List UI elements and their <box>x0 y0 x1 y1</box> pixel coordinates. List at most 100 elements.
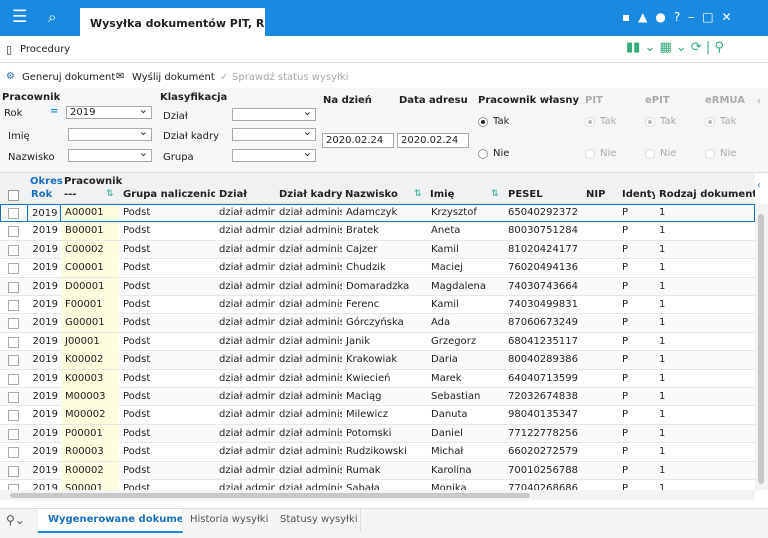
table-row[interactable] <box>0 222 755 241</box>
procedures-menu[interactable]: Procedury <box>20 44 71 55</box>
sort-icon[interactable]: ⇅ <box>414 189 422 199</box>
table-cell: Rumak <box>346 464 381 476</box>
send-button[interactable]: Wyślij dokument <box>132 72 215 83</box>
first-name-select[interactable] <box>68 125 152 141</box>
checkbox[interactable] <box>8 300 19 311</box>
last-name-select[interactable] <box>68 146 152 162</box>
group-select[interactable] <box>232 146 316 162</box>
date-value: 2020.02.24 <box>326 135 384 146</box>
bottom-tab[interactable]: Wygenerowane dokumenty <box>38 509 202 533</box>
checkbox[interactable] <box>8 336 19 348</box>
checkbox[interactable] <box>8 281 19 293</box>
radio-label: Nie <box>493 148 510 159</box>
table-cell: Podst <box>123 317 151 329</box>
radio-button[interactable] <box>705 117 715 127</box>
checkbox[interactable] <box>8 263 19 275</box>
department-select[interactable] <box>232 105 316 121</box>
sort-icon[interactable]: ⇅ <box>491 189 499 199</box>
filter-label: Dział <box>163 111 188 122</box>
table-row[interactable] <box>0 388 755 407</box>
checkbox[interactable] <box>8 410 19 422</box>
table-cell: 64040713599 <box>508 372 578 384</box>
table-cell: P <box>622 464 629 476</box>
column-header[interactable]: Imię <box>430 189 455 200</box>
horizontal-scrollbar[interactable] <box>0 490 755 500</box>
table-cell: 77040268686 <box>508 483 578 494</box>
menu-button[interactable]: ☰ <box>12 7 28 27</box>
checkbox[interactable] <box>8 428 19 440</box>
tab[interactable]: Wysyłka dokumentów PIT, RMUA <box>80 8 265 36</box>
column-header[interactable]: Nazwisko <box>345 189 398 200</box>
table-row[interactable] <box>0 259 755 278</box>
table-row[interactable] <box>0 314 755 333</box>
checkbox[interactable] <box>8 226 19 238</box>
checkbox[interactable] <box>8 373 19 385</box>
table-cell: 2019 <box>32 225 58 237</box>
radio-button[interactable] <box>585 117 595 127</box>
table-row[interactable] <box>0 424 755 444</box>
column-header[interactable]: Rodzaj dokumentu <box>659 189 755 200</box>
tab-label: Wygenerowane dokumenty <box>48 514 202 525</box>
sort-icon[interactable]: ⇅ <box>106 189 114 199</box>
search-button[interactable]: ⌕ <box>48 8 57 26</box>
date-input[interactable]: 2020.02.24 <box>322 133 394 148</box>
table-cell: 68041235117 <box>508 335 578 347</box>
table-row[interactable] <box>0 296 755 315</box>
checkbox[interactable] <box>8 465 19 477</box>
column-header[interactable]: NIP <box>586 189 606 200</box>
table-cell: 1 <box>659 464 666 476</box>
window-controls[interactable]: ▪▲●?–□✕ <box>622 10 740 24</box>
table-cell: 76020494136 <box>508 262 578 274</box>
bottom-tab[interactable]: Statusy wysyłki <box>272 509 361 531</box>
column-header[interactable]: --- <box>64 189 77 200</box>
checkbox[interactable] <box>8 190 19 201</box>
table-cell: Monika <box>431 483 467 494</box>
table-row[interactable] <box>0 406 755 425</box>
table-cell: 87060673249 <box>508 317 578 329</box>
panel-toggle[interactable]: ‹ <box>757 180 761 191</box>
checkbox[interactable] <box>8 318 19 330</box>
column-header[interactable]: Rok <box>31 189 53 200</box>
table-row[interactable] <box>0 369 755 388</box>
table-cell: dział admin <box>219 409 275 421</box>
check-status-button[interactable]: ✓ <box>220 72 229 83</box>
table-row[interactable] <box>0 443 755 462</box>
checkbox[interactable] <box>8 208 19 219</box>
table-row[interactable] <box>0 240 755 260</box>
generate-button[interactable]: Generuj dokument <box>22 72 116 83</box>
table-cell: dział administ <box>279 207 342 218</box>
column-header[interactable]: Grupa naliczeniowa <box>123 189 215 200</box>
view-menu[interactable]: ⚲⌄ <box>6 513 25 527</box>
radio-button[interactable] <box>645 117 655 127</box>
checkbox[interactable] <box>8 447 19 459</box>
table-row[interactable] <box>0 332 755 352</box>
radio-label: Nie <box>720 148 737 159</box>
table-row[interactable] <box>0 461 755 480</box>
hr-department-select[interactable] <box>232 125 316 141</box>
radio-button[interactable] <box>478 117 488 127</box>
checkbox[interactable] <box>8 392 19 403</box>
column-header[interactable]: PESEL <box>508 189 543 200</box>
table-row[interactable] <box>0 277 755 296</box>
date-input[interactable]: 2020.02.24 <box>397 133 469 148</box>
column-header[interactable]: Dział <box>219 189 248 200</box>
bottom-tab[interactable]: Historia wysyłki <box>182 509 273 531</box>
radio-button[interactable] <box>585 149 595 159</box>
toolbar-icons[interactable]: ▮▮ ⌄ ▦ ⌄ ⟳ | ⚲ <box>626 40 724 55</box>
table-cell: B00001 <box>61 222 119 241</box>
radio-button[interactable] <box>478 149 488 159</box>
table-cell: M00002 <box>61 406 119 425</box>
checkbox[interactable] <box>8 244 19 256</box>
table-row[interactable] <box>0 351 755 370</box>
column-header[interactable]: Dział kadry <box>279 189 342 200</box>
year-select[interactable]: 2019 <box>66 103 152 119</box>
radio-button[interactable] <box>705 149 715 159</box>
radio-button[interactable] <box>645 149 655 159</box>
filter-title: Pracownik własny <box>478 95 580 106</box>
scroll-arrow[interactable]: ‹ <box>757 96 761 107</box>
vertical-scrollbar[interactable] <box>755 204 768 490</box>
column-header[interactable]: Identyf <box>622 189 655 200</box>
operator[interactable]: = <box>50 106 59 117</box>
table-cell: 1 <box>659 317 666 329</box>
checkbox[interactable] <box>8 355 19 367</box>
